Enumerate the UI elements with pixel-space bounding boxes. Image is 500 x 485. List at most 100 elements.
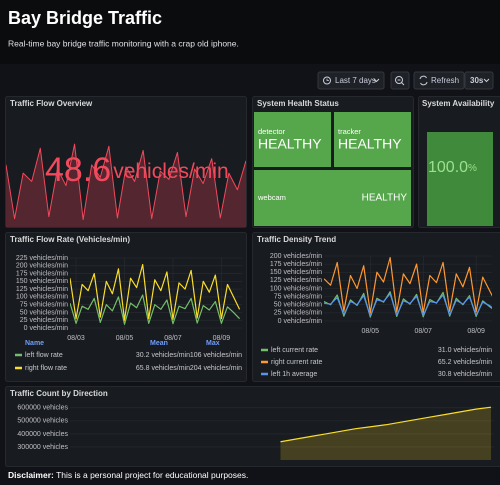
time-range-button[interactable] — [317, 71, 385, 90]
series-line — [6, 143, 246, 221]
legend-header: Max — [206, 340, 220, 347]
legend-name: left current rate — [271, 347, 318, 354]
series-line — [70, 294, 241, 325]
series-line — [70, 263, 241, 321]
panel-title: Traffic Count by Direction — [10, 389, 108, 398]
x-tick-label: 08/05 — [362, 328, 380, 335]
status-tile — [254, 170, 411, 226]
tile-name: tracker — [338, 127, 361, 136]
y-tick-label: 150 vehicles/min — [270, 269, 322, 276]
tile-name: webcam — [257, 193, 286, 202]
x-tick-label: 08/09 — [213, 335, 231, 342]
zoom-icon — [395, 76, 403, 84]
status-tile — [254, 112, 331, 167]
legend-value: 31.0 vehicles/min — [438, 347, 492, 354]
legend-value: 30.2 vehicles/min — [136, 352, 190, 359]
legend-name: left flow rate — [25, 352, 63, 359]
y-tick-label: 400000 vehicles — [17, 431, 68, 438]
legend-name: right flow rate — [25, 365, 67, 372]
panel — [5, 96, 247, 228]
refresh-label: Refresh — [431, 76, 459, 85]
value: 100.0 — [428, 159, 468, 176]
x-tick-label: 08/07 — [414, 328, 432, 335]
legend: Name Mean Max left flow rate 30.2 vehicles/m… — [15, 340, 242, 372]
series-line — [324, 293, 492, 317]
legend-value: 65.8 vehicles/min — [136, 365, 190, 372]
availability-value: 100.0% — [428, 159, 477, 176]
panel-title: Traffic Flow Rate (Vehicles/min) — [10, 235, 130, 244]
interval-label: 30s — [470, 76, 484, 85]
legend-value: 65.2 vehicles/min — [438, 359, 492, 366]
panel-title: System Availability — [422, 99, 495, 108]
y-tick-label: 50 vehicles/min — [20, 309, 68, 316]
tile-name: detector — [258, 127, 286, 136]
area-fill — [280, 407, 491, 460]
y-tick-label: 50 vehicles/min — [274, 302, 322, 309]
plot-area — [6, 143, 246, 227]
legend-name: left 1h average — [271, 371, 317, 378]
clock-icon — [323, 76, 331, 85]
x-tick-label: 08/05 — [116, 335, 134, 342]
y-tick-label: 100 vehicles/min — [270, 285, 322, 292]
legend-header: Name — [25, 340, 44, 347]
x-tick-label: 08/03 — [67, 335, 85, 342]
legend: left current rate 31.0 vehicles/min right … — [261, 347, 492, 378]
tile-status: HEALTHY — [258, 136, 322, 152]
y-tick-label: 75 vehicles/min — [20, 302, 68, 309]
series-line — [280, 406, 492, 443]
time-range-label: Last 7 days — [335, 76, 376, 85]
disclaimer: Disclaimer: This is a personal project f… — [8, 470, 248, 480]
chart: 300000 vehicles 400000 vehicles 500000 veh… — [17, 405, 494, 460]
interval-button[interactable] — [464, 71, 494, 90]
y-tick-label: 200 vehicles/min — [16, 263, 68, 270]
x-tick-label: 08/07 — [164, 335, 182, 342]
zoom-icon-detail — [397, 79, 405, 86]
legend-header: Mean — [150, 340, 168, 347]
y-tick-label: 125 vehicles/min — [270, 277, 322, 284]
legend-name: right current rate — [271, 359, 322, 366]
dashboard-title: Bay Bridge Traffic — [8, 8, 162, 28]
series-line — [324, 257, 492, 314]
y-tick-label: 500000 vehicles — [17, 418, 68, 425]
panel — [5, 386, 500, 467]
plot-area — [324, 257, 492, 318]
dashboard-subtitle: Real-time bay bridge traffic monitoring … — [8, 38, 239, 48]
chart — [6, 143, 246, 227]
y-tick-label: 300000 vehicles — [17, 444, 68, 451]
disclaimer-label: Disclaimer: — [8, 470, 54, 480]
y-tick-label: 175 vehicles/min — [270, 261, 322, 268]
tile-status: HEALTHY — [338, 136, 402, 152]
x-tick-label: 08/09 — [467, 328, 485, 335]
y-tick-label: 25 vehicles/min — [20, 317, 68, 324]
refresh-icon — [419, 75, 428, 86]
unit: % — [468, 163, 477, 174]
disclaimer-text: This is a personal project for education… — [56, 470, 248, 480]
y-tick-label: 75 vehicles/min — [274, 293, 322, 300]
area-fill — [6, 144, 246, 227]
status-tile — [334, 112, 411, 167]
refresh-button[interactable] — [413, 71, 465, 90]
y-tick-label: 100 vehicles/min — [16, 294, 68, 301]
y-tick-label: 200 vehicles/min — [270, 253, 322, 260]
panel — [252, 232, 500, 382]
stat-unit: vehicles/min — [113, 160, 229, 183]
legend-value: 106 vehicles/min — [190, 352, 242, 359]
stat-number: 48.6 — [45, 151, 111, 189]
chevron — [483, 78, 490, 83]
tile-status: HEALTHY — [362, 193, 408, 204]
panel-title: Traffic Flow Overview — [10, 99, 93, 108]
gauge-bar — [427, 132, 493, 226]
legend-value: 30.8 vehicles/min — [438, 371, 492, 378]
y-tick-label: 600000 vehicles — [17, 405, 68, 412]
plot-area — [70, 263, 241, 325]
y-tick-label: 125 vehicles/min — [16, 286, 68, 293]
y-tick-label: 0 vehicles/min — [24, 325, 68, 332]
stat-value: 48.6vehicles/min — [45, 151, 229, 189]
y-tick-label: 0 vehicles/min — [278, 318, 322, 325]
y-tick-label: 25 vehicles/min — [274, 310, 322, 317]
